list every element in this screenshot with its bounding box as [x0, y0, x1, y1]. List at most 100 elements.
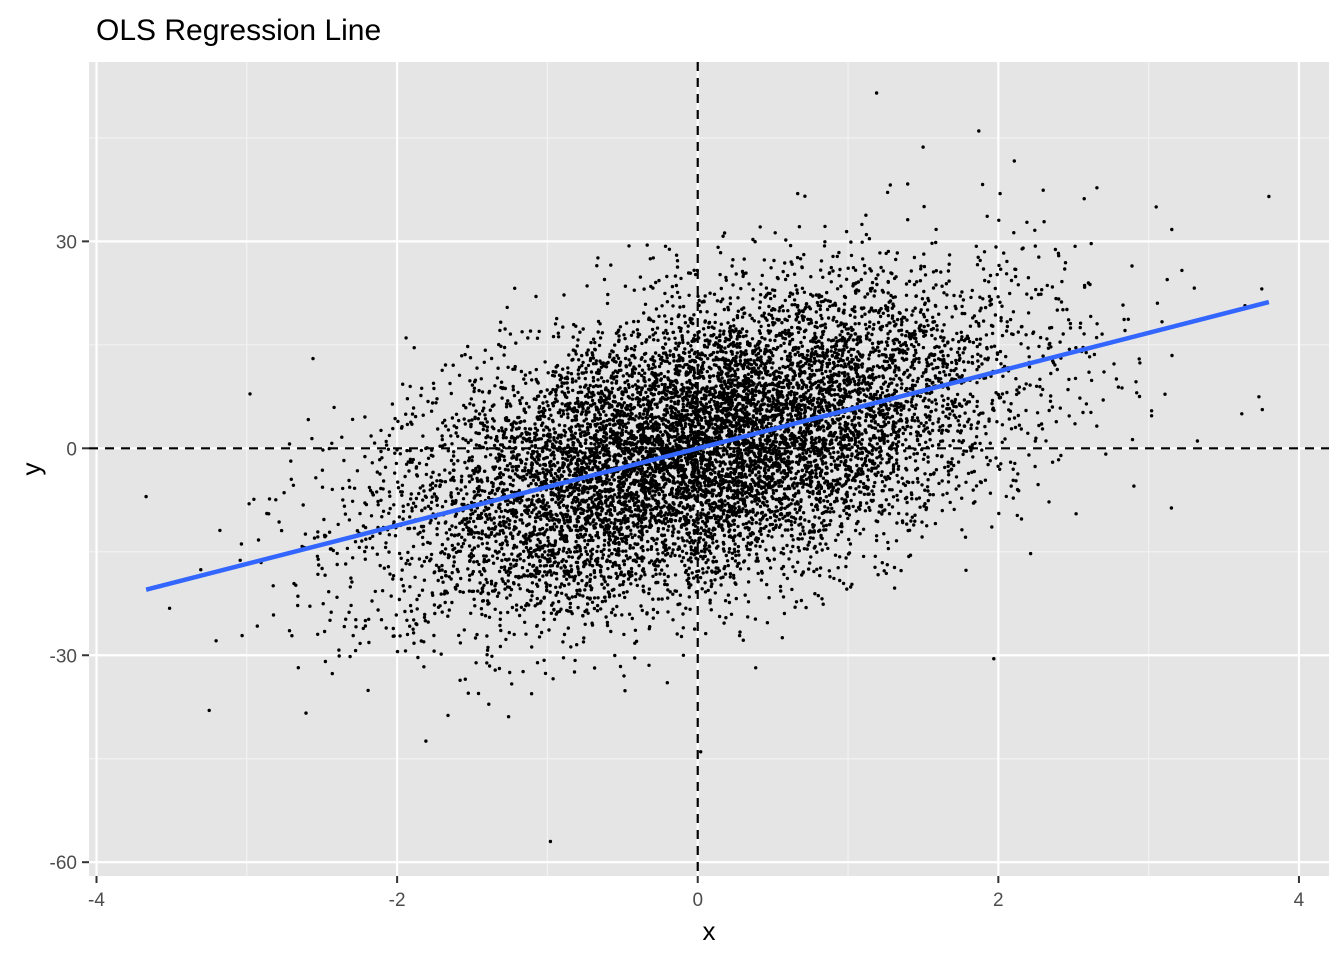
data-point [821, 372, 824, 375]
data-point [494, 540, 497, 543]
data-point [944, 373, 947, 376]
data-point [641, 549, 644, 552]
data-point [689, 360, 692, 363]
data-point [821, 548, 824, 551]
data-point [976, 345, 979, 348]
data-point [556, 461, 559, 464]
data-point [794, 570, 797, 573]
data-point [731, 557, 734, 560]
data-point [726, 559, 729, 562]
data-point [577, 487, 580, 490]
data-point [637, 372, 640, 375]
data-point [781, 304, 784, 307]
data-point [636, 379, 639, 382]
data-point [420, 387, 423, 390]
data-point [467, 441, 470, 444]
data-point [788, 295, 791, 298]
data-point [802, 253, 805, 256]
data-point [406, 503, 409, 506]
data-point [474, 525, 477, 528]
data-point [778, 395, 781, 398]
data-point [951, 315, 954, 318]
data-point [1034, 244, 1037, 247]
data-point [783, 612, 786, 615]
data-point [1130, 264, 1133, 267]
data-point [707, 342, 710, 345]
data-point [720, 287, 723, 290]
data-point [916, 416, 919, 419]
data-point [589, 341, 592, 344]
data-point [477, 531, 480, 534]
data-point [793, 273, 796, 276]
data-point [653, 449, 656, 452]
data-point [763, 475, 766, 478]
data-point [420, 449, 423, 452]
data-point [1036, 411, 1039, 414]
data-point [981, 183, 984, 186]
data-point [795, 511, 798, 514]
data-point [841, 354, 844, 357]
data-point [600, 509, 603, 512]
data-point [731, 258, 734, 261]
data-point [909, 426, 912, 429]
data-point [982, 319, 985, 322]
data-point [474, 409, 477, 412]
data-point [802, 511, 805, 514]
data-point [671, 304, 674, 307]
data-point [1095, 322, 1098, 325]
data-point [687, 586, 690, 589]
data-point [990, 345, 993, 348]
data-point [380, 618, 383, 621]
data-point [601, 600, 604, 603]
data-point [406, 559, 409, 562]
data-point [337, 523, 340, 526]
data-point [541, 574, 544, 577]
data-point [617, 334, 620, 337]
data-point [837, 251, 840, 254]
data-point [561, 457, 564, 460]
data-point [546, 404, 549, 407]
data-point [655, 521, 658, 524]
data-point [863, 295, 866, 298]
data-point [537, 381, 540, 384]
data-point [925, 524, 928, 527]
data-point [583, 539, 586, 542]
data-point [736, 368, 739, 371]
data-point [809, 275, 812, 278]
data-point [680, 560, 683, 563]
data-point [913, 283, 916, 286]
data-point [813, 357, 816, 360]
data-point [569, 564, 572, 567]
data-point [876, 442, 879, 445]
data-point [897, 329, 900, 332]
data-point [746, 393, 749, 396]
data-point [815, 551, 818, 554]
data-point [613, 531, 616, 534]
data-point [723, 380, 726, 383]
data-point [462, 591, 465, 594]
data-point [417, 492, 420, 495]
data-point [608, 531, 611, 534]
data-point [474, 661, 477, 664]
data-point [635, 473, 638, 476]
data-point [712, 374, 715, 377]
data-point [647, 367, 650, 370]
data-point [847, 338, 850, 341]
data-point [667, 378, 670, 381]
data-point [878, 450, 881, 453]
data-point [860, 223, 863, 226]
data-point [473, 380, 476, 383]
data-point [1020, 517, 1023, 520]
data-point [571, 377, 574, 380]
data-point [681, 409, 684, 412]
data-point [822, 519, 825, 522]
data-point [582, 640, 585, 643]
data-point [490, 582, 493, 585]
data-point [488, 616, 491, 619]
data-point [958, 423, 961, 426]
data-point [757, 366, 760, 369]
data-point [525, 546, 528, 549]
data-point [958, 347, 961, 350]
data-point [590, 370, 593, 373]
